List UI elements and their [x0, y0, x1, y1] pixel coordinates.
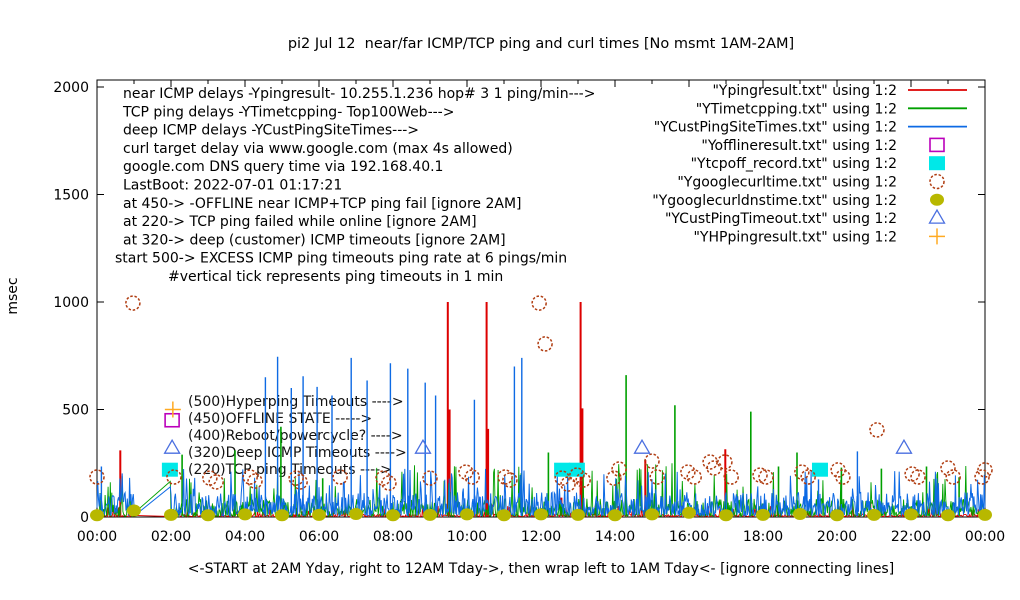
x-tick-label: 10:00	[447, 529, 487, 545]
scatter-filled-circle	[90, 504, 992, 522]
inplot-annotations: (500)Hyperping Timeouts ---->(450)OFFLIN…	[188, 394, 407, 478]
y-tick-label: 2000	[53, 80, 89, 96]
x-tick-label: 00:00	[77, 529, 117, 545]
legend-entry-label: "Ygooglecurldnstime.txt" using 1:2	[652, 193, 897, 209]
x-tick-label: 16:00	[669, 529, 709, 545]
inplot-annotation-line: (400)Reboot/powercycle? ---->	[188, 428, 403, 444]
y-tick-label: 1500	[53, 188, 89, 204]
note-line: start 500-> EXCESS ICMP ping timeouts pi…	[115, 251, 567, 267]
x-tick-label: 20:00	[817, 529, 857, 545]
x-tick-label: 04:00	[225, 529, 265, 545]
x-tick-label: 14:00	[595, 529, 635, 545]
note-line: at 220-> TCP ping failed while online [i…	[123, 214, 477, 230]
y-tick-label: 0	[80, 510, 89, 526]
scatter-open-circle	[89, 295, 993, 492]
y-tick-label: 1000	[53, 295, 89, 311]
note-line: deep ICMP delays -YCustPingSiteTimes--->	[123, 123, 419, 139]
x-tick-label: 12:00	[521, 529, 561, 545]
note-line: at 450-> -OFFLINE near ICMP+TCP ping fai…	[123, 196, 522, 212]
series-deep-icmp	[96, 356, 986, 518]
scatter-plus	[164, 401, 181, 418]
x-tick-label: 18:00	[743, 529, 783, 545]
legend-entry-label: "Ygooglecurltime.txt" using 1:2	[677, 175, 897, 191]
note-line: google.com DNS query time via 192.168.40…	[123, 159, 443, 175]
legend-entry-label: "YTimetcpping.txt" using 1:2	[696, 101, 897, 117]
scatter-open-triangle	[163, 438, 913, 454]
x-tick-label: 22:00	[891, 529, 931, 545]
legend-entry-label: "YHPpingresult.txt" using 1:2	[693, 229, 897, 245]
legend-entry-label: "Yofflineresult.txt" using 1:2	[701, 138, 897, 154]
note-line: TCP ping delays -YTimetcpping- Top100Web…	[122, 104, 454, 120]
chart-title: pi2 Jul 12 near/far ICMP/TCP ping and cu…	[287, 36, 795, 52]
note-line: at 320-> deep (customer) ICMP timeouts […	[123, 232, 506, 248]
inplot-annotation-line: (320)Deep ICMP Timeouts ---->	[188, 445, 407, 461]
legend-entry-label: "Ypingresult.txt" using 1:2	[712, 83, 897, 99]
legend: "Ypingresult.txt" using 1:2 "YTimetcpping…	[652, 83, 967, 245]
inplot-annotation-line: (500)Hyperping Timeouts ---->	[188, 394, 404, 410]
x-tick-label: 06:00	[299, 529, 339, 545]
inplot-annotation-line: (220)TCP ping Timeouts ---->	[188, 462, 392, 478]
legend-entry-label: "YCustPingSiteTimes.txt" using 1:2	[654, 120, 897, 136]
y-tick-label: 500	[62, 403, 89, 419]
note-line: curl target delay via www.google.com (ma…	[123, 141, 513, 157]
x-tick-label: 00:00	[965, 529, 1005, 545]
legend-entry-label: "Ytcpoff_record.txt" using 1:2	[691, 156, 897, 172]
x-axis-label: <-START at 2AM Yday, right to 12AM Tday-…	[187, 561, 895, 577]
notes-block: near ICMP delays -Ypingresult- 10.255.1.…	[115, 86, 595, 285]
inplot-annotation-line: (450)OFFLINE STATE ----->	[188, 411, 372, 427]
note-line: LastBoot: 2022-07-01 01:17:21	[123, 178, 342, 194]
x-tick-label: 02:00	[151, 529, 191, 545]
note-line: #vertical tick represents ping timeouts …	[168, 269, 503, 285]
x-tick-label: 08:00	[373, 529, 413, 545]
legend-entry-label: "YCustPingTimeout.txt" using 1:2	[665, 211, 897, 227]
note-line: near ICMP delays -Ypingresult- 10.255.1.…	[123, 86, 595, 102]
